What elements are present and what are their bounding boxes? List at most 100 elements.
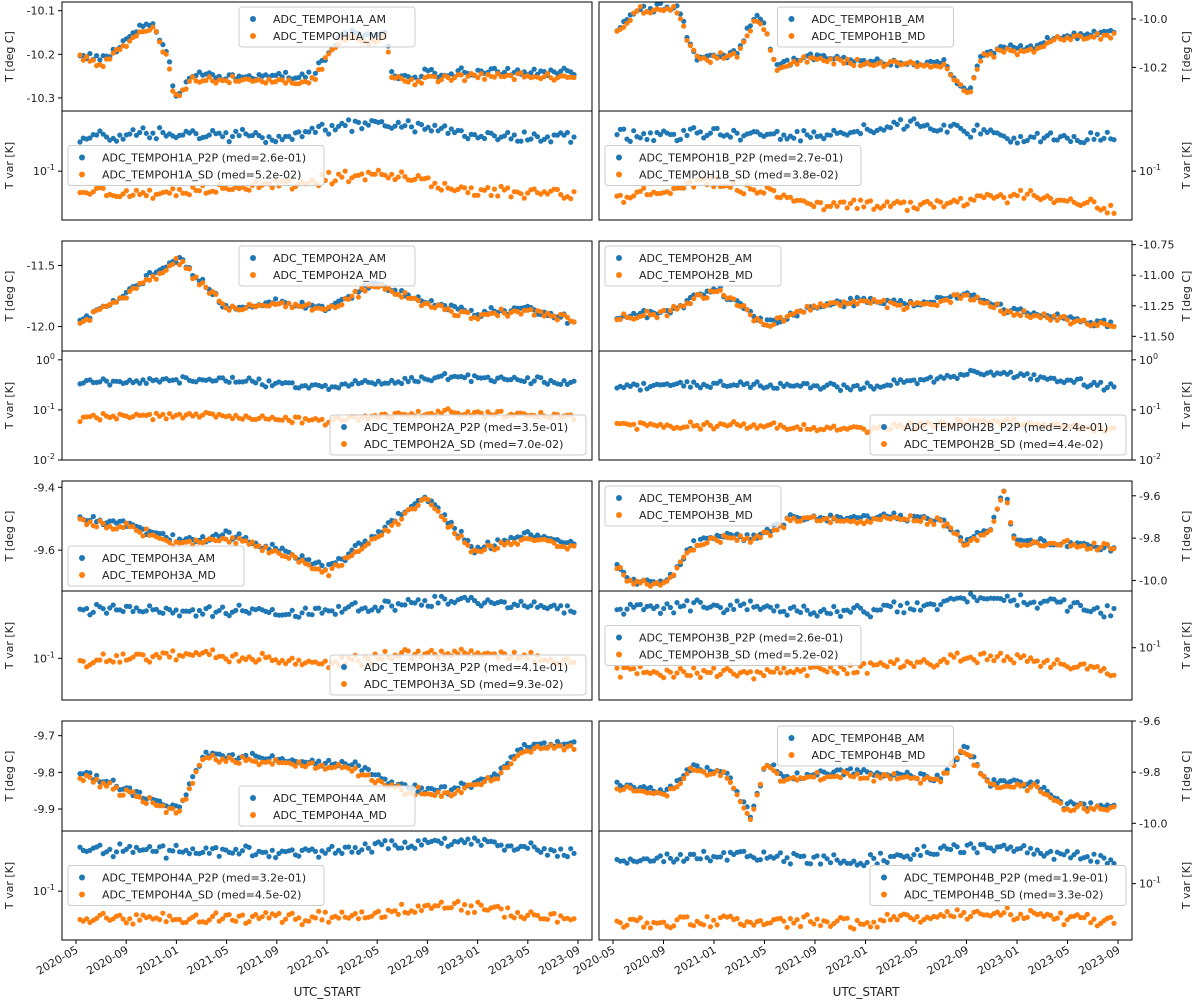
data-point <box>339 302 345 308</box>
data-point <box>1108 613 1114 619</box>
data-point <box>137 529 143 535</box>
data-point <box>173 842 179 849</box>
data-point <box>894 380 900 386</box>
data-point <box>1111 546 1117 552</box>
data-point <box>276 133 282 139</box>
data-point <box>166 66 173 72</box>
data-point <box>365 845 371 851</box>
data-point <box>1051 856 1057 862</box>
data-point <box>478 842 484 848</box>
data-point <box>97 784 103 790</box>
data-point <box>77 844 83 850</box>
data-point <box>399 294 405 300</box>
data-point <box>864 859 870 866</box>
data-point <box>273 139 279 145</box>
data-point <box>508 761 514 767</box>
data-point <box>379 119 385 125</box>
data-point <box>319 66 325 72</box>
legend-marker <box>250 33 256 39</box>
data-point <box>130 849 136 856</box>
y-axis-label: T [deg C] <box>1180 31 1193 83</box>
data-point <box>279 417 285 423</box>
data-point <box>647 130 654 136</box>
data-point <box>744 307 750 313</box>
data-point <box>968 841 974 847</box>
data-point <box>339 909 345 915</box>
data-point <box>757 670 764 676</box>
data-point <box>226 379 232 385</box>
legend-label: ADC_TEMPOH1A_SD (med=5.2e-02) <box>102 169 301 182</box>
data-point <box>432 74 438 80</box>
data-point <box>1008 139 1014 145</box>
data-point <box>412 909 418 915</box>
data-point <box>911 116 917 122</box>
data-point <box>362 177 368 183</box>
data-point <box>837 775 844 781</box>
data-point <box>1101 665 1107 672</box>
data-point <box>143 380 149 386</box>
data-point <box>941 375 947 381</box>
data-point <box>389 171 395 177</box>
data-point <box>617 316 623 322</box>
data-point <box>475 75 481 81</box>
data-point <box>801 309 807 315</box>
x-tick-label: 2021-01 <box>135 943 181 977</box>
data-point <box>1021 653 1027 659</box>
data-point <box>253 380 259 386</box>
data-point <box>971 127 977 133</box>
data-point <box>534 912 541 919</box>
data-point <box>90 189 96 195</box>
data-point <box>801 603 807 609</box>
data-point <box>491 186 497 192</box>
data-point <box>352 911 358 917</box>
legend-box <box>67 865 325 906</box>
data-point <box>283 69 289 75</box>
data-point <box>757 857 764 863</box>
data-point <box>637 188 643 194</box>
data-point <box>332 611 338 617</box>
data-point <box>897 302 904 308</box>
data-point <box>734 54 740 60</box>
data-point <box>113 416 120 422</box>
data-point <box>964 201 970 207</box>
data-point <box>617 674 623 680</box>
data-point <box>781 318 787 324</box>
legend-label: ADC_TEMPOH2A_SD (med=7.0e-02) <box>364 438 563 451</box>
data-point <box>1038 315 1044 321</box>
data-point <box>904 853 910 859</box>
data-point <box>117 659 123 665</box>
data-point <box>1098 36 1104 42</box>
data-point <box>671 3 677 10</box>
data-point <box>1088 545 1094 552</box>
legend-label: ADC_TEMPOH1B_P2P (med=2.7e-01) <box>639 152 843 165</box>
y-tick-label: 10-2 <box>33 452 55 467</box>
data-point <box>867 614 874 620</box>
data-point <box>1111 323 1117 330</box>
data-point <box>485 184 491 191</box>
data-point <box>289 380 295 386</box>
data-point <box>289 910 295 916</box>
data-point <box>442 371 448 377</box>
data-point <box>173 193 179 199</box>
data-point <box>190 607 196 613</box>
data-point <box>372 381 378 387</box>
data-point <box>283 916 289 922</box>
panel-4a-var: 10-1T var [K] ADC_TEMPOH4A_P2P (med=3.2e-… <box>3 830 593 978</box>
data-point <box>1054 137 1060 143</box>
data-point <box>525 529 531 535</box>
data-point <box>485 374 491 380</box>
data-point <box>1098 379 1104 385</box>
data-point <box>223 758 229 765</box>
data-point <box>931 379 937 385</box>
data-point <box>428 603 434 610</box>
data-point <box>203 284 209 290</box>
data-point <box>448 308 454 314</box>
data-point <box>229 73 236 79</box>
data-point <box>352 600 358 606</box>
data-point <box>747 23 754 29</box>
data-point <box>180 258 186 265</box>
data-point <box>359 768 365 774</box>
data-point <box>518 311 524 317</box>
data-point <box>203 749 209 755</box>
